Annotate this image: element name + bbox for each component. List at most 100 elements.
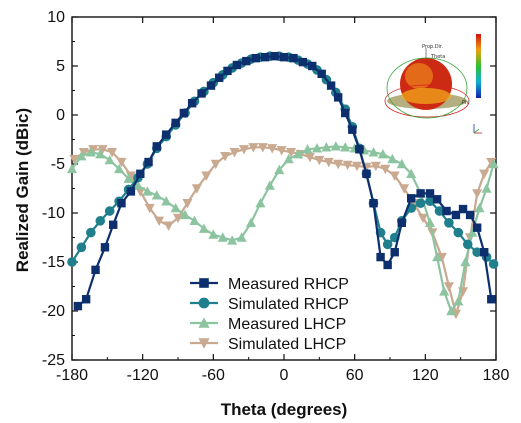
data-point [407,194,416,203]
inset-axes-triad [473,124,482,134]
legend: Measured RHCP Simulated RHCP Measured LHCP… [190,276,349,353]
data-point [330,141,341,151]
data-point [154,216,165,227]
legend-label: Measured LHCP [228,316,346,333]
data-point [132,180,143,190]
data-point [436,252,447,263]
data-point [474,202,485,213]
data-point [206,81,216,90]
data-point [362,169,371,178]
inset-ring-green [386,57,468,119]
data-point [114,163,125,174]
inset-pattern-band [401,88,451,104]
legend-label: Simulated RHCP [228,296,349,313]
data-point [488,259,499,269]
data-point [425,196,435,207]
data-point [289,53,298,63]
data-point [151,190,162,200]
series-simulated-lhcp [69,143,497,320]
data-point [467,227,478,237]
data-point [389,171,400,181]
data-point [298,57,308,67]
legend-item: Measured RHCP [190,276,349,293]
inset-triad-y [473,128,480,134]
x-tick-label: 60 [346,367,364,384]
data-point [368,147,379,157]
data-point [91,265,100,275]
data-point [326,81,336,90]
data-point [416,189,425,198]
data-point [311,143,322,153]
data-point [276,146,287,156]
radiation-pattern-inset: Prop.Dir. Theta Phi [376,30,490,138]
legend-label: Simulated LHCP [228,336,346,353]
x-tick-label: 180 [483,367,510,384]
data-point [242,56,251,66]
data-point [380,164,391,175]
data-point [369,199,378,208]
series-measured-rhcp [73,52,496,311]
data-point [382,239,393,250]
inset-pattern-highlight [405,63,433,89]
data-point [465,210,475,220]
y-tick-label: -15 [42,254,65,271]
y-tick-label: -20 [42,303,65,320]
x-tick-label: 120 [412,367,439,384]
data-point [432,251,443,262]
data-point [451,210,461,220]
data-point [180,209,191,220]
data-point [377,149,388,159]
data-point [314,155,325,166]
data-point [179,108,189,118]
legend-label: Measured RHCP [228,276,349,293]
data-point [170,202,181,213]
data-point [95,216,106,226]
data-point [107,148,118,158]
y-axis: -25 -20 -15 -10 -5 0 5 10 [42,9,496,369]
x-axis: -180 -120 -60 0 60 120 180 [56,17,509,384]
data-point [187,99,197,108]
data-point [163,221,174,231]
data-point [67,257,77,267]
data-point [270,52,279,61]
data-point [341,108,350,118]
data-point [232,60,242,70]
data-point [264,180,275,190]
data-point [406,168,417,178]
data-point [279,52,289,62]
data-point [462,239,473,250]
data-point [286,148,297,158]
data-point [333,93,343,102]
data-point [487,295,496,304]
data-point [399,184,410,194]
data-point [444,218,454,228]
data-point [302,144,313,154]
y-tick-label: 5 [56,58,65,75]
data-point [116,157,127,168]
data-point [73,301,83,311]
data-point [293,149,304,159]
data-point [76,242,87,253]
data-point [472,189,483,199]
data-point [85,147,96,157]
data-point [396,158,407,169]
data-point [229,148,240,158]
data-point [198,338,210,349]
data-point [480,248,489,257]
y-axis-title: Realized Gain (dBic) [13,108,32,272]
data-point [162,130,171,139]
data-point [173,213,183,224]
data-point [220,151,231,162]
data-point [453,227,464,238]
data-point [208,229,219,239]
data-point [442,206,451,216]
data-point [415,198,426,208]
inset-label-theta: Theta [430,54,445,60]
data-point [321,142,332,152]
y-tick-label: -25 [42,352,65,369]
data-point [397,218,406,227]
data-point [323,157,334,168]
data-point [304,152,315,163]
series-measured-lhcp [67,141,499,316]
data-point [161,196,172,206]
